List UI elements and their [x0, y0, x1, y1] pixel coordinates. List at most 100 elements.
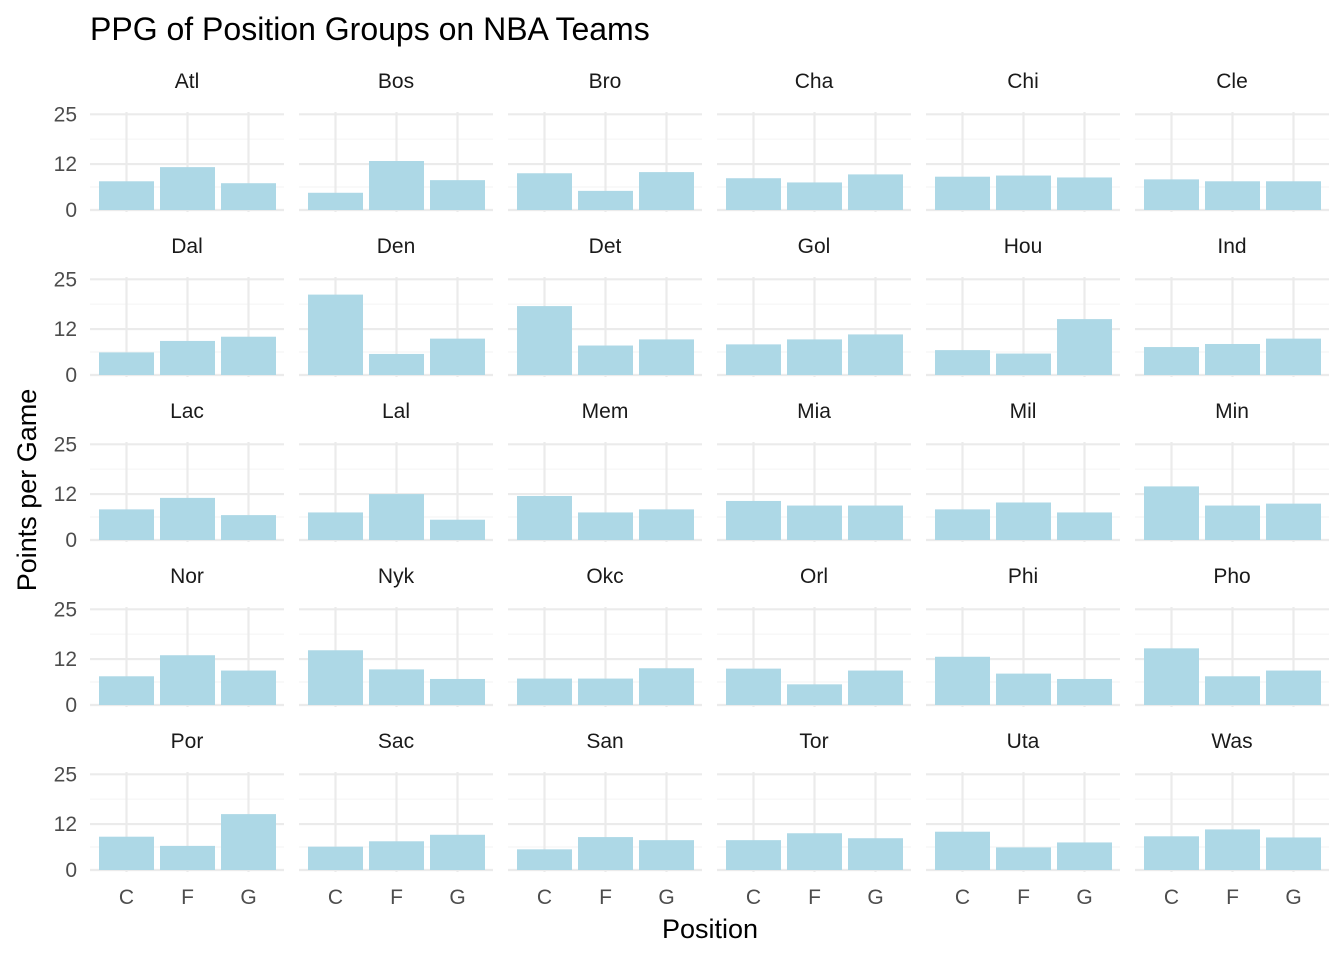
bar-f [1205, 676, 1260, 705]
facet-strip-label: Min [1215, 400, 1249, 423]
bar-f [369, 353, 424, 375]
facet-strip-label: Sac [378, 730, 414, 753]
bar-c [517, 495, 572, 540]
x-tick-label: C [328, 886, 343, 909]
facet-strip-label: San [586, 730, 623, 753]
x-tick-label: G [449, 886, 465, 909]
facet-panel: Cle [1135, 70, 1329, 212]
y-tick-label: 12 [54, 813, 77, 836]
facet-panel: Nyk [299, 565, 493, 707]
facet-panel: Was C F G [1135, 730, 1329, 909]
bar-f [369, 841, 424, 870]
facet-strip-label: Bro [589, 70, 622, 93]
bar-f [578, 837, 633, 870]
y-tick-label: 25 [54, 598, 77, 621]
facet-strip-label: Lac [170, 400, 204, 423]
x-tick-label: C [1164, 886, 1179, 909]
facet-strip-label: Pho [1213, 565, 1250, 588]
x-tick-label: C [746, 886, 761, 909]
y-tick-label: 0 [65, 859, 77, 882]
y-tick-label: 12 [54, 648, 77, 671]
bar-c [308, 512, 363, 540]
bar-g [1266, 837, 1321, 870]
bar-c [517, 306, 572, 375]
bar-c [99, 181, 154, 210]
x-tick-label: F [390, 886, 403, 909]
facet-panels: Atl 0 12 25 Bos Bro Cha Chi Cle Dal 0 12 25 Den Det Gol… [54, 70, 1329, 909]
bar-g [1266, 503, 1321, 540]
bar-c [308, 192, 363, 210]
facet-panel: Nor 0 12 25 [54, 565, 284, 717]
bar-f [369, 161, 424, 210]
bar-g [639, 172, 694, 210]
y-tick-label: 0 [65, 694, 77, 717]
facet-panel: Mia [717, 400, 911, 542]
bar-c [935, 176, 990, 210]
facet-panel: Okc [508, 565, 702, 707]
bar-f [996, 175, 1051, 210]
bar-f [369, 669, 424, 705]
facet-strip-label: Por [171, 730, 204, 753]
facet-panel: Cha [717, 70, 911, 212]
bar-c [1144, 836, 1199, 870]
bar-g [1057, 842, 1112, 870]
bar-c [726, 500, 781, 540]
bar-c [726, 178, 781, 210]
bar-f [160, 845, 215, 870]
bar-g [430, 180, 485, 210]
bar-c [1144, 179, 1199, 210]
bar-f [787, 684, 842, 705]
bar-f [578, 190, 633, 210]
bar-g [639, 840, 694, 870]
facet-panel: Bos [299, 70, 493, 212]
facet-strip-label: Dal [171, 235, 203, 258]
x-tick-label: C [537, 886, 552, 909]
y-tick-label: 25 [54, 268, 77, 291]
facet-strip-label: Was [1211, 730, 1252, 753]
bar-f [996, 847, 1051, 870]
bar-c [517, 678, 572, 705]
bar-g [1057, 678, 1112, 705]
bar-g [848, 505, 903, 540]
bar-f [160, 340, 215, 375]
y-tick-label: 12 [54, 483, 77, 506]
bar-c [308, 650, 363, 705]
facet-panel: Por 0 12 25 C F G [54, 730, 284, 909]
facet-strip-label: Mil [1010, 400, 1037, 423]
bar-c [935, 509, 990, 540]
x-tick-label: G [1285, 886, 1301, 909]
y-tick-label: 25 [54, 763, 77, 786]
bar-c [935, 831, 990, 870]
bar-c [1144, 486, 1199, 540]
y-tick-label: 0 [65, 364, 77, 387]
facet-strip-label: Orl [800, 565, 828, 588]
bar-c [726, 668, 781, 705]
bar-g [430, 678, 485, 705]
x-tick-label: F [181, 886, 194, 909]
x-tick-label: G [240, 886, 256, 909]
y-tick-label: 0 [65, 529, 77, 552]
facet-panel: Hou [926, 235, 1120, 377]
facet-panel: Uta C F G [926, 730, 1120, 909]
bar-c [1144, 648, 1199, 705]
bar-g [1266, 181, 1321, 210]
facet-strip-label: Gol [798, 235, 831, 258]
bar-f [1205, 505, 1260, 540]
bar-f [787, 505, 842, 540]
facet-panel: Den [299, 235, 493, 377]
facet-panel: Atl 0 12 25 [54, 70, 284, 222]
facet-strip-label: Atl [175, 70, 200, 93]
bar-f [160, 497, 215, 540]
facet-panel: Mil [926, 400, 1120, 542]
bar-f [787, 833, 842, 870]
bar-g [848, 838, 903, 870]
x-axis-title: Position [662, 914, 758, 944]
bar-g [221, 515, 276, 540]
facet-strip-label: Chi [1007, 70, 1039, 93]
bar-c [517, 849, 572, 870]
bar-f [787, 182, 842, 210]
bar-g [430, 338, 485, 375]
facet-panel: Chi [926, 70, 1120, 212]
